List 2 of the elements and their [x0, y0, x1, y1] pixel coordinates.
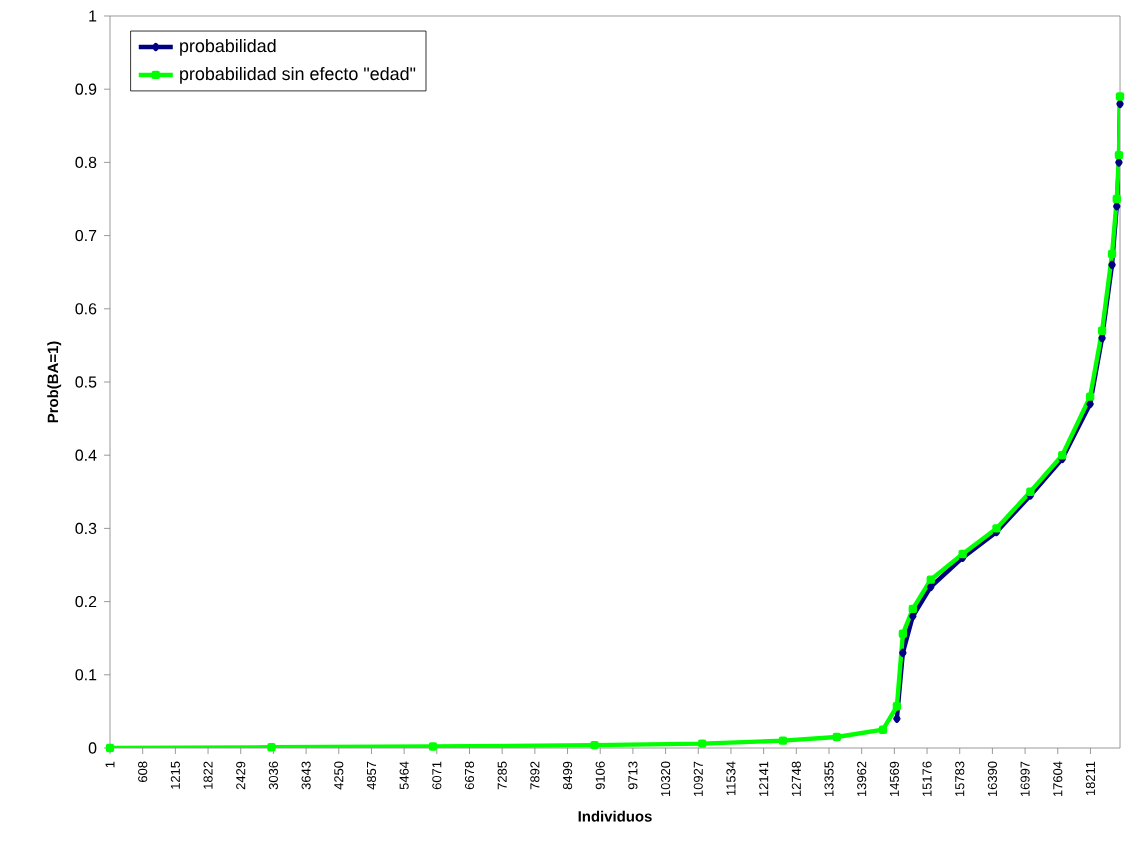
legend-label: probabilidad	[180, 39, 276, 56]
legend-label: probabilidad sin efecto "edad"	[180, 66, 416, 84]
